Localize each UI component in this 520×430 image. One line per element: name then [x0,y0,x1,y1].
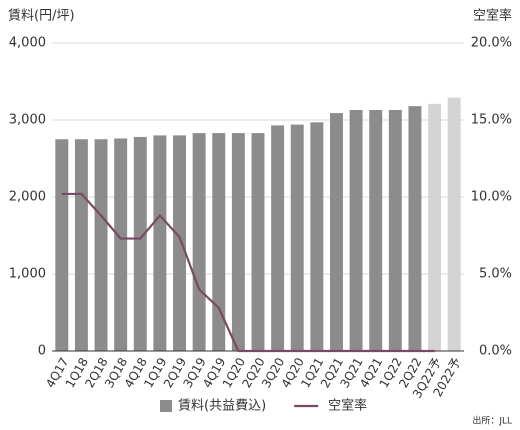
y2-tick-label: 0.0% [479,344,512,359]
bar [74,139,88,351]
bar [349,109,363,352]
bar [271,125,285,351]
y2-tick-label: 10.0% [471,190,512,205]
legend-swatch [160,400,172,412]
bar [369,109,383,352]
y-tick-label: 4,000 [9,36,46,51]
y2-tick-label: 20.0% [471,36,512,51]
bar [94,139,108,351]
y2-tick-label: 5.0% [479,267,512,282]
line [61,192,435,353]
bar [114,138,128,351]
y-tick-label: 2,000 [9,190,46,205]
bar [251,133,265,351]
bar [212,133,226,351]
bar [310,122,324,351]
legend-label: 空室率 [328,398,367,414]
bar [428,103,442,351]
bar [133,136,147,351]
y-tick-label: 1,000 [9,267,46,282]
y2-tick-label: 15.0% [471,113,512,128]
bar [173,135,186,351]
y-tick-label: 0 [38,344,46,359]
y-tick-label: 3,000 [9,113,46,128]
bar [408,106,422,351]
y-axis-title: 賃料(円/坪) [8,9,75,24]
source: 出所：JLL [472,415,512,427]
bar [231,133,245,351]
bar [153,135,167,351]
bar [447,97,461,351]
bar [192,133,206,351]
bar [290,124,304,352]
y2-axis-title: 空室率 [473,8,512,24]
bar [330,113,343,351]
bar [388,109,402,352]
bar [55,139,69,351]
legend-label: 賃料(共益費込) [178,399,266,414]
